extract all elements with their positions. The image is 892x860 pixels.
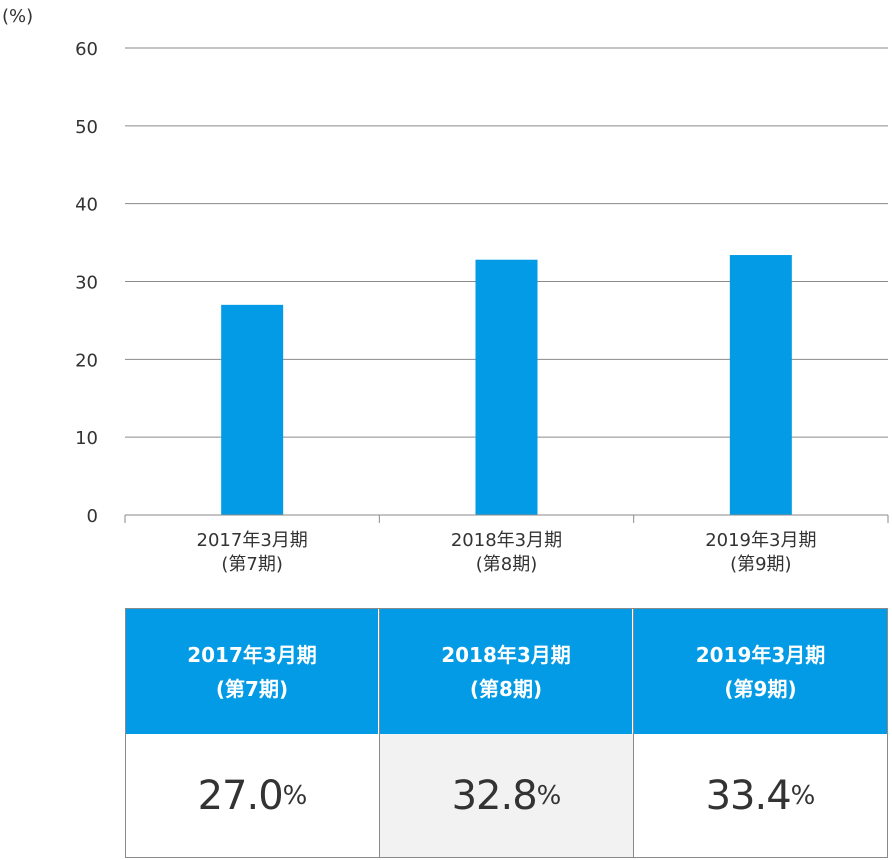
cell-value: 32.8	[451, 772, 538, 819]
y-unit-label: (%)	[2, 6, 33, 27]
header-term: (第9期)	[724, 676, 797, 701]
cell-value: 33.4	[705, 772, 792, 819]
header-period: 2017年3月期	[187, 642, 317, 667]
y-tick-label: 50	[75, 117, 98, 138]
y-tick-label: 0	[87, 506, 98, 527]
y-tick-label: 30	[75, 273, 98, 294]
x-tick-label: 2018年3月期	[451, 530, 562, 551]
header-term: (第7期)	[215, 676, 289, 701]
table-header-2017: 2017年3月期 (第7期)	[126, 609, 379, 734]
cell-unit: %	[536, 780, 562, 811]
cell-unit: %	[790, 780, 816, 811]
header-period: 2019年3月期	[695, 642, 826, 667]
y-tick-label: 20	[75, 350, 98, 371]
bar	[729, 255, 792, 515]
x-tick-label: 2019年3月期	[705, 530, 816, 551]
y-tick-label: 60	[75, 39, 98, 60]
y-axis-ticks: 0 10 20 30 40 50 60	[75, 39, 98, 527]
bar	[475, 259, 538, 515]
bars	[221, 255, 792, 515]
header-period: 2018年3月期	[441, 642, 571, 667]
y-tick-label: 40	[75, 195, 98, 216]
x-tick-label: (第9期)	[730, 554, 792, 575]
x-axis: 2017年3月期 (第7期) 2018年3月期 (第8期) 2019年3月期 (第9期)	[124, 514, 889, 575]
table-header-2019: 2019年3月期 (第9期)	[634, 609, 887, 734]
table-cell-2018: 32.8%	[380, 734, 633, 857]
table-cell-2019: 33.4%	[634, 734, 887, 857]
x-tick-label: (第8期)	[476, 554, 538, 575]
table-column-2018: 2018年3月期 (第8期) 32.8%	[380, 609, 634, 857]
data-table: 2017年3月期 (第7期) 27.0% 2018年3月期 (第8期) 32.8…	[125, 608, 888, 858]
table-column-2017: 2017年3月期 (第7期) 27.0%	[126, 609, 380, 857]
x-tick-label: 2017年3月期	[197, 530, 308, 551]
header-term: (第8期)	[469, 676, 543, 701]
cell-value: 27.0	[197, 772, 284, 819]
y-tick-label: 10	[75, 428, 98, 449]
bar	[221, 304, 284, 515]
table-column-2019: 2019年3月期 (第9期) 33.4%	[634, 609, 887, 857]
table-header-2018: 2018年3月期 (第8期)	[380, 609, 633, 734]
cell-unit: %	[282, 780, 308, 811]
x-tick-label: (第7期)	[221, 554, 283, 575]
bar-chart: (%) 0 10 20 30 40 50 60 2017年3月期 (第7期) 2018年3月期 (…	[2, 6, 889, 575]
table-cell-2017: 27.0%	[126, 734, 379, 857]
